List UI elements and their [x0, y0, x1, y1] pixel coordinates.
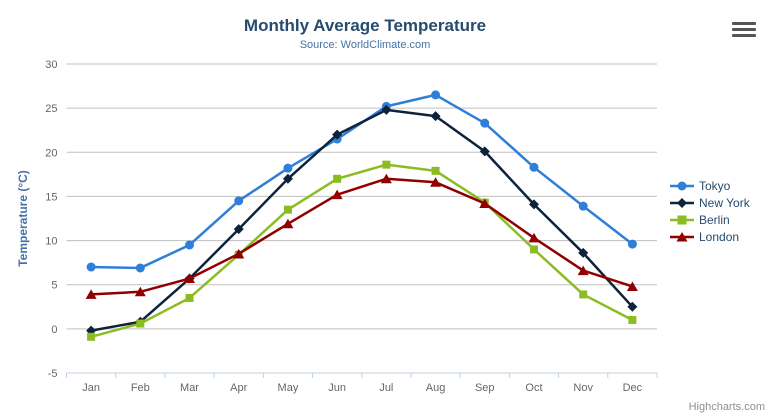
london-data-point[interactable] — [85, 289, 97, 299]
berlin-data-point[interactable] — [579, 290, 588, 299]
new-york-data-point[interactable] — [578, 247, 589, 258]
y-axis-tick-label: 0 — [51, 324, 57, 336]
x-axis-tick-label: Nov — [573, 382, 593, 394]
london-data-point[interactable] — [331, 189, 343, 200]
x-axis-tick-label: May — [278, 382, 299, 394]
new-york-series-line[interactable] — [89, 108, 634, 332]
legend-item-berlin[interactable]: Berlin — [670, 211, 750, 228]
new-york-data-point[interactable] — [282, 173, 293, 184]
y-axis-title: Temperature (°C) — [16, 170, 30, 267]
new-york-data-point[interactable] — [381, 104, 392, 115]
tokyo-data-point[interactable] — [283, 163, 293, 173]
x-axis-tick-label: Jul — [379, 382, 393, 394]
tokyo-data-point[interactable] — [86, 262, 96, 272]
chart-title: Monthly Average Temperature — [243, 16, 487, 35]
tokyo-data-point[interactable] — [529, 162, 539, 172]
y-axis-tick-label: 15 — [45, 191, 57, 203]
tokyo-data-point[interactable] — [185, 240, 195, 250]
tokyo-data-point[interactable] — [480, 118, 490, 128]
berlin-data-point[interactable] — [628, 316, 637, 325]
london-data-point[interactable] — [626, 281, 638, 291]
export-menu-button[interactable] — [732, 22, 756, 40]
london-data-point[interactable] — [184, 273, 196, 284]
x-axis-tick-label: Jan — [82, 382, 100, 394]
london-data-point[interactable] — [233, 248, 245, 259]
berlin-data-point[interactable] — [382, 160, 391, 169]
legend-label-berlin: Berlin — [699, 212, 730, 227]
london-triangle-marker-icon — [670, 231, 694, 241]
london-data-point[interactable] — [577, 265, 589, 276]
highcharts-credits-link[interactable]: Highcharts.com — [688, 401, 765, 413]
tokyo-circle-marker-icon — [670, 181, 694, 190]
tokyo-series-line[interactable] — [89, 93, 634, 270]
y-axis-tick-label: 30 — [45, 59, 57, 71]
london-series-line[interactable] — [89, 177, 634, 296]
x-axis-tick-label: Oct — [525, 382, 542, 394]
london-data-point[interactable] — [528, 232, 540, 243]
legend-label-london: London — [699, 229, 740, 244]
y-axis-tick-label: 20 — [45, 147, 57, 159]
berlin-data-point[interactable] — [333, 174, 342, 183]
legend-item-new-york[interactable]: New York — [670, 194, 750, 211]
london-data-point[interactable] — [134, 286, 146, 297]
berlin-series-line[interactable] — [89, 163, 634, 339]
berlin-data-point[interactable] — [87, 332, 96, 341]
berlin-data-point[interactable] — [431, 166, 440, 175]
london-data-point[interactable] — [282, 218, 294, 229]
berlin-data-point[interactable] — [283, 205, 292, 214]
y-axis-tick-label: 10 — [45, 236, 57, 248]
berlin-data-point[interactable] — [136, 319, 145, 328]
new-york-data-point[interactable] — [332, 129, 343, 140]
y-axis-tick-label: -5 — [48, 368, 58, 380]
x-axis-tick-label: Feb — [131, 382, 150, 394]
tokyo-data-point[interactable] — [578, 201, 588, 211]
x-axis-tick-label: Dec — [623, 382, 643, 394]
tokyo-data-point[interactable] — [234, 196, 244, 206]
legend-label-new-york: New York — [699, 195, 750, 210]
x-axis-tick-label: Mar — [180, 382, 199, 394]
new-york-data-point[interactable] — [430, 111, 441, 122]
legend: Tokyo New York Berlin London — [670, 177, 750, 245]
new-york-data-point[interactable] — [528, 199, 539, 210]
tokyo-data-point[interactable] — [431, 90, 441, 100]
hamburger-menu-icon — [732, 28, 756, 31]
berlin-data-point[interactable] — [529, 245, 538, 254]
london-data-point[interactable] — [430, 177, 442, 187]
legend-item-tokyo[interactable]: Tokyo — [670, 177, 750, 194]
legend-label-tokyo: Tokyo — [699, 178, 731, 193]
x-axis-tick-label: Sep — [475, 382, 495, 394]
london-data-point[interactable] — [479, 198, 491, 208]
x-axis-tick-label: Apr — [230, 382, 247, 394]
legend-item-london[interactable]: London — [670, 228, 750, 245]
chart-subtitle: Source: WorldClimate.com — [299, 39, 431, 51]
y-axis-tick-label: 5 — [51, 280, 57, 292]
tokyo-data-point[interactable] — [135, 263, 145, 273]
new-york-diamond-marker-icon — [670, 197, 694, 208]
new-york-data-point[interactable] — [627, 301, 638, 312]
berlin-data-point[interactable] — [185, 293, 194, 302]
new-york-data-point[interactable] — [479, 146, 490, 157]
tokyo-data-point[interactable] — [627, 239, 637, 249]
london-data-point[interactable] — [380, 173, 392, 184]
x-axis-tick-label: Aug — [426, 382, 446, 394]
berlin-square-marker-icon — [670, 215, 694, 224]
hamburger-menu-icon — [732, 34, 756, 37]
new-york-data-point[interactable] — [233, 224, 244, 235]
hamburger-menu-icon — [732, 22, 756, 25]
x-axis-tick-label: Jun — [328, 382, 346, 394]
y-axis-tick-label: 25 — [45, 103, 57, 115]
